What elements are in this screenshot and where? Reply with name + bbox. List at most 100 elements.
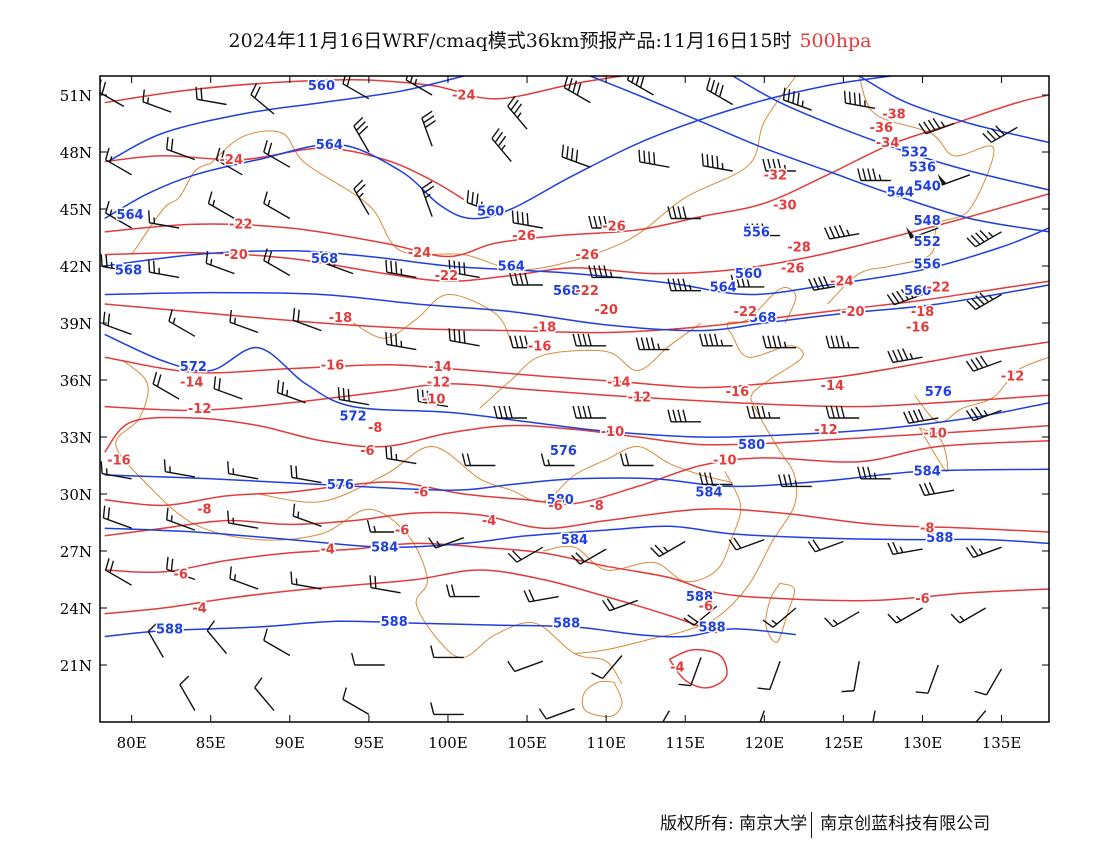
temperature-label: -26 — [781, 261, 805, 276]
height-label: 588 — [381, 615, 408, 630]
temperature-label: -38 — [882, 108, 906, 123]
wind-barb — [102, 311, 132, 336]
wind-barb — [918, 482, 955, 497]
wind-barb — [572, 333, 607, 347]
wind-barb — [706, 77, 734, 106]
wind-barb — [493, 405, 528, 419]
lon-label: 80E — [117, 734, 147, 752]
chart-title: 2024年11月16日WRF/cmaq模式36km预报产品:11月16日15时 5… — [0, 26, 1100, 53]
wind-barb — [292, 307, 322, 332]
wind-barb — [353, 116, 370, 153]
temperature-label: -12 — [628, 391, 652, 406]
lon-label: 90E — [275, 734, 305, 752]
temperature-label: -6 — [395, 524, 409, 539]
temperature-label: -16 — [321, 358, 345, 373]
temperature-label: -14 — [428, 360, 452, 375]
wind-barb — [887, 541, 923, 555]
axis-labels: 51N 48N 45N 42N 39N 36N 33N 30N 27N 24N 21N 80E 85E 9… — [60, 76, 1049, 752]
wind-barb — [872, 710, 876, 722]
wind-barb — [757, 660, 781, 691]
wind-barb — [385, 446, 417, 465]
plot-frame — [99, 75, 1050, 723]
wind-barb — [905, 226, 939, 239]
wind-barb — [428, 537, 465, 549]
lon-label: 105E — [507, 734, 547, 752]
wind-barb — [250, 83, 275, 115]
height-label: 572 — [180, 360, 207, 375]
lat-label: 51N — [60, 87, 92, 105]
wind-barb — [292, 503, 322, 527]
temperature-label: -30 — [773, 199, 797, 214]
wind-barb — [100, 461, 132, 480]
wind-barb — [843, 90, 876, 109]
boundary-line — [581, 680, 623, 718]
wind-barb — [461, 453, 496, 467]
wind-barb — [982, 125, 1018, 143]
wind-barb — [369, 575, 401, 594]
height-label: 568 — [749, 311, 776, 326]
height-label: 588 — [553, 617, 580, 632]
wind-barb — [678, 657, 702, 687]
wind-barb — [448, 259, 480, 279]
height-label: 560 — [904, 284, 931, 299]
wind-barb — [667, 206, 702, 220]
wind-barb — [698, 333, 733, 347]
temperature-contour — [104, 383, 1049, 412]
wind-barb — [762, 335, 796, 349]
lat-label: 48N — [60, 144, 92, 162]
temperature-label: -20 — [841, 305, 865, 320]
copyright-footer: 版权所有: 南京大学 南京创蓝科技有限公司 — [660, 809, 990, 838]
height-label: 572 — [339, 410, 366, 425]
temperature-label: -10 — [422, 393, 446, 408]
height-label: 556 — [914, 258, 941, 273]
lat-label: 39N — [60, 315, 92, 333]
wind-barb — [841, 661, 860, 693]
temperature-label: -6 — [548, 499, 562, 514]
wind-barb — [588, 215, 622, 229]
wind-barb — [385, 332, 417, 351]
wind-barb — [823, 224, 860, 240]
temperature-label: -22 — [435, 269, 459, 284]
temperature-contour — [104, 569, 718, 634]
wind-barb — [965, 406, 1002, 422]
height-contour — [104, 227, 1049, 296]
wind-barb — [903, 409, 939, 424]
height-contour — [107, 76, 464, 163]
wind-barb — [918, 117, 955, 135]
wind-barb — [602, 598, 639, 612]
wind-barb — [571, 548, 607, 565]
height-label: 576 — [550, 444, 577, 459]
boundary-line — [542, 470, 742, 583]
wind-barb — [782, 87, 812, 111]
temperature-label: -36 — [870, 121, 894, 136]
temperature-label: -6 — [699, 600, 713, 615]
wind-barb — [650, 540, 686, 558]
wind-barb — [166, 556, 196, 581]
height-contour — [104, 620, 796, 638]
wind-barb — [104, 200, 132, 229]
height-contour — [104, 525, 1049, 549]
wind-barb — [975, 710, 987, 722]
boundary-line — [352, 293, 512, 343]
boundary-line — [827, 76, 995, 305]
lat-label: 42N — [60, 258, 92, 276]
temperature-label: -26 — [512, 229, 536, 244]
lon-label: 95E — [354, 734, 384, 752]
temperature-contour — [104, 440, 1049, 507]
boundary-line — [115, 360, 623, 685]
wind-barb — [491, 128, 512, 162]
level-label: 500hpa — [799, 30, 872, 52]
height-label: 552 — [914, 235, 941, 250]
wind-barb — [825, 335, 860, 349]
company-text: 南京创蓝科技有限公司 — [820, 814, 991, 834]
temperature-label: -22 — [734, 305, 758, 320]
temperature-label: -20 — [594, 303, 618, 318]
wind-barb — [104, 558, 132, 586]
wind-barb — [886, 288, 923, 306]
height-label: 556 — [743, 225, 770, 240]
wind-barb — [561, 144, 591, 168]
wind-barb — [808, 276, 844, 291]
wind-barb — [263, 628, 291, 657]
wind-barb — [416, 389, 449, 408]
wind-barb — [205, 250, 235, 275]
